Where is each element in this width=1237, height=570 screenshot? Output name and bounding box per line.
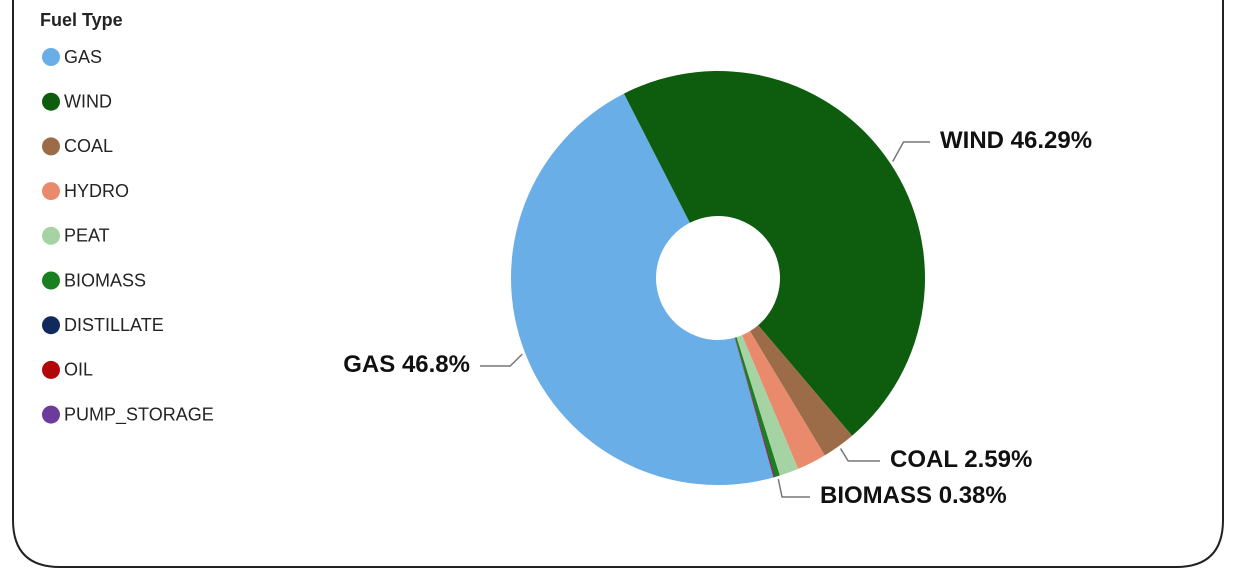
slice: [735, 337, 780, 477]
leader-line: [892, 141, 930, 162]
legend-swatch: [42, 182, 60, 201]
donut: [511, 71, 925, 485]
legend-label: WIND: [64, 91, 112, 111]
data-label-value: 0.38%: [939, 482, 1007, 509]
slice: [734, 337, 774, 478]
slice: [736, 335, 799, 476]
legend-swatch: [42, 92, 60, 111]
data-label: BIOMASS 0.38%: [820, 482, 1007, 509]
frame: [12, 0, 1224, 568]
leader-line: [777, 479, 810, 498]
slice: [749, 325, 853, 456]
data-label: WIND 46.29%: [940, 127, 1092, 154]
legend-label: OIL: [64, 360, 93, 380]
slice: [734, 337, 776, 478]
legend-swatch: [42, 137, 60, 156]
legend-swatch: [42, 271, 60, 290]
legend-swatch: [42, 48, 60, 66]
legend-swatch: [42, 405, 60, 424]
legend-label: BIOMASS: [64, 270, 146, 290]
data-label-category: COAL: [890, 446, 958, 473]
slice: [741, 331, 825, 469]
legend-label: GAS: [64, 47, 102, 67]
legend-label: HYDRO: [64, 181, 129, 201]
slice: [734, 337, 775, 478]
legend-label: DISTILLATE: [64, 315, 164, 335]
legend-swatch: [42, 226, 60, 245]
data-label-category: WIND: [940, 127, 1004, 154]
data-label-value: 2.59%: [964, 446, 1032, 473]
leader-line: [839, 448, 880, 462]
data-label: GAS 46.8%: [343, 351, 470, 378]
data-label: COAL 2.59%: [890, 446, 1032, 473]
data-label-category: BIOMASS: [820, 482, 932, 509]
legend-label: PEAT: [64, 226, 110, 246]
legend-title: Fuel Type: [40, 10, 123, 30]
legend-swatch: [42, 360, 60, 379]
data-label-value: 46.8%: [402, 351, 470, 378]
slice: [511, 93, 774, 485]
slice: [623, 71, 925, 436]
legend-label: PUMP_STORAGE: [64, 404, 214, 425]
data-label-category: GAS: [343, 351, 395, 378]
data-label-value: 46.29%: [1011, 127, 1092, 154]
leader-line: [480, 353, 523, 367]
legend-swatch: [42, 316, 60, 335]
legend-label: COAL: [64, 136, 113, 156]
